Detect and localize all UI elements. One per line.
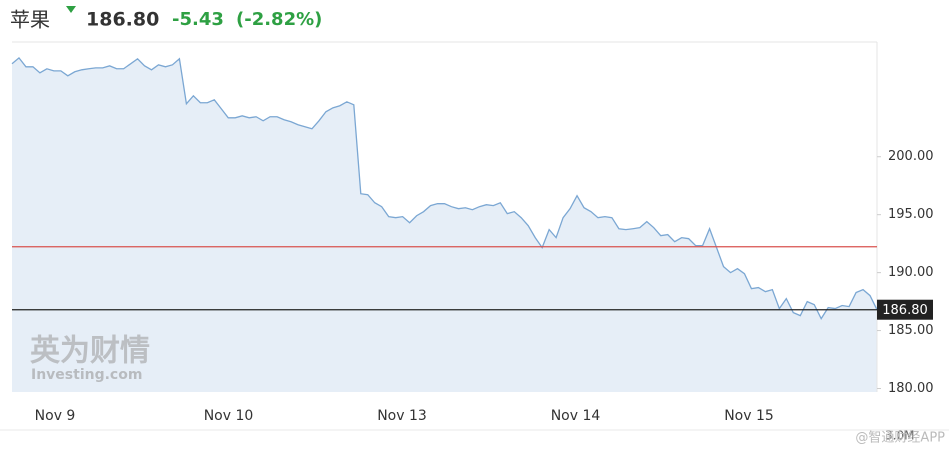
y-tick-label: 195.00: [888, 207, 934, 222]
change: -5.43: [172, 9, 224, 30]
x-tick-label: Nov 14: [551, 408, 601, 424]
x-tick-label: Nov 15: [724, 408, 774, 424]
x-tick-label: Nov 9: [35, 408, 76, 424]
price-line: [11, 56, 878, 320]
watermark-en: Investing.com: [31, 367, 142, 383]
y-tick-label: 190.00: [888, 265, 934, 280]
change-percent: (-2.82%): [236, 9, 322, 30]
source: @智通财经APP: [855, 431, 945, 446]
y-tick-label: 200.00: [888, 149, 934, 164]
down-arrow: [66, 6, 76, 13]
stock-name: 苹果: [10, 8, 50, 32]
area-fill: [12, 57, 877, 392]
watermark-cn: 英为财情: [30, 334, 150, 369]
price-tag-label: 186.80: [882, 303, 928, 318]
y-tick-label: 180.00: [888, 381, 934, 396]
x-tick-label: Nov 13: [377, 408, 427, 424]
y-tick-label: 185.00: [888, 323, 934, 338]
volume-label: 3.0M: [885, 429, 914, 443]
price: 186.80: [86, 9, 159, 31]
price-tag: [877, 299, 933, 320]
x-tick-label: Nov 10: [204, 408, 254, 424]
